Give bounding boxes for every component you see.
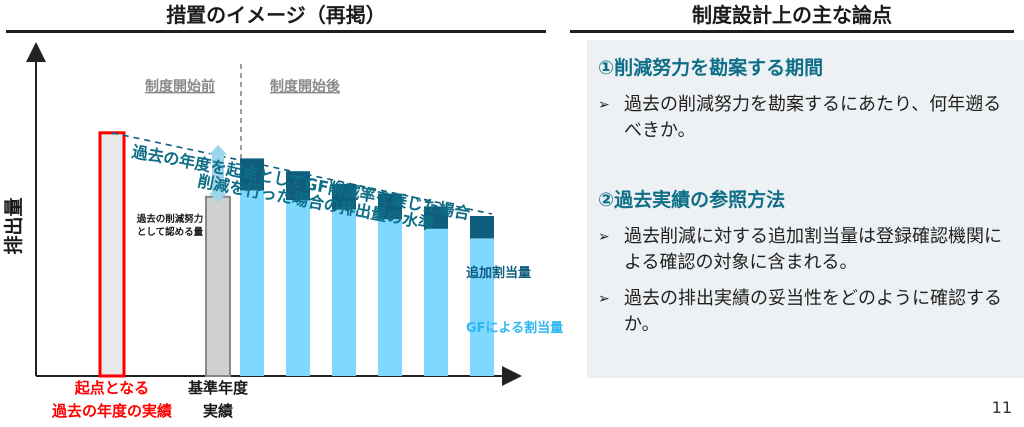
chart-heading: 措置のイメージ（再掲）	[6, 0, 546, 33]
bar-gf-allocation	[286, 200, 310, 376]
bar-start-year	[98, 131, 126, 378]
bar-additional-allocation	[470, 216, 494, 239]
bar-base-year	[205, 195, 231, 377]
phase-label-before: 制度開始前	[145, 78, 215, 95]
section2-item-1-text: 過去削減に対する追加割当量は登録確認機関による確認の対象に含まれる。	[624, 226, 1002, 273]
bar-gf-allocation	[470, 238, 494, 376]
section1-item-1: ➢ 過去の削減努力を勘案するにあたり、何年遡るべきか。	[598, 92, 1013, 144]
bar-gf-allocation	[332, 209, 356, 376]
legend-gf: GFによる割当量	[466, 320, 563, 336]
page-number: 11	[991, 398, 1012, 417]
reduction-arrow-head-up	[209, 144, 227, 155]
section1-item-1-text: 過去の削減努力を勘案するにあたり、何年遡るべきか。	[624, 94, 1002, 141]
reduction-label-line2: として認める量	[137, 226, 204, 238]
bullet-arrow-icon: ➢	[598, 97, 610, 113]
bar-gf-allocation	[240, 190, 264, 376]
section2-title: ②過去実績の参照方法	[598, 189, 786, 211]
category-label: 起点となる	[74, 379, 150, 397]
bullet-arrow-icon: ➢	[598, 291, 610, 307]
section2-item-2: ➢ 過去の排出実績の妥当性をどのように確認するか。	[598, 286, 1013, 338]
section2-item-1: ➢ 過去削減に対する追加割当量は登録確認機関による確認の対象に含まれる。	[598, 224, 1013, 276]
bar-additional-allocation	[286, 171, 310, 200]
issues-panel	[587, 40, 1024, 378]
bar-additional-allocation	[424, 206, 448, 229]
bar-additional-allocation	[378, 193, 402, 220]
reduction-label-line1: 過去の削減努力	[136, 213, 204, 225]
issues-heading: 制度設計上の主な論点	[570, 0, 1014, 33]
category-label: 過去の年度の実績	[51, 402, 172, 420]
bar-additional-allocation	[240, 158, 264, 191]
bar-gf-allocation	[378, 219, 402, 376]
section2-item-2-text: 過去の排出実績の妥当性をどのように確認するか。	[624, 288, 1002, 335]
reduction-arrow-head-down	[209, 192, 227, 203]
category-label: 実績	[203, 402, 233, 420]
legend-additional: 追加割当量	[466, 265, 531, 281]
bar-additional-allocation	[332, 184, 356, 210]
bar-gf-allocation	[424, 228, 448, 376]
category-label: 基準年度	[187, 379, 249, 397]
section1-title: ①削減努力を勘案する期間	[598, 57, 824, 79]
trend-line	[111, 132, 493, 215]
phase-label-after: 制度開始後	[270, 78, 341, 95]
bullet-arrow-icon: ➢	[598, 229, 610, 245]
y-axis-label: 排出量	[2, 197, 25, 254]
